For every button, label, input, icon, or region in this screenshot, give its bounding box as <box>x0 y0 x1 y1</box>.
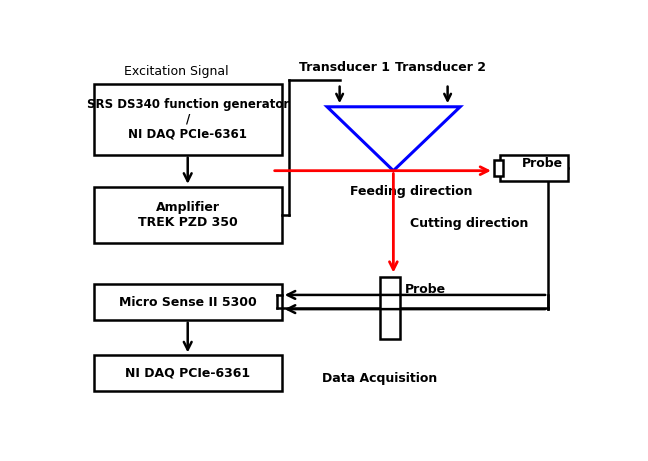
Polygon shape <box>327 107 460 171</box>
Bar <box>380 277 400 339</box>
Text: Excitation Signal: Excitation Signal <box>124 65 229 78</box>
Text: Micro Sense II 5300: Micro Sense II 5300 <box>119 296 257 308</box>
Text: SRS DS340 function generator
/
NI DAQ PCIe-6361: SRS DS340 function generator / NI DAQ PC… <box>87 98 289 141</box>
Bar <box>494 160 503 176</box>
Text: Cutting direction: Cutting direction <box>410 217 528 230</box>
Bar <box>93 84 282 155</box>
Bar <box>500 155 568 181</box>
Bar <box>93 187 282 243</box>
Bar <box>93 355 282 391</box>
Text: Data Acquisition: Data Acquisition <box>322 372 437 385</box>
Text: Probe: Probe <box>405 283 446 296</box>
Text: Probe: Probe <box>522 157 563 170</box>
Text: Amplifier
TREK PZD 350: Amplifier TREK PZD 350 <box>138 201 238 229</box>
Text: Transducer 1: Transducer 1 <box>299 61 390 74</box>
Text: Transducer 2: Transducer 2 <box>395 61 485 74</box>
Text: NI DAQ PCIe-6361: NI DAQ PCIe-6361 <box>125 366 250 379</box>
Text: Feeding direction: Feeding direction <box>350 185 472 198</box>
Bar <box>93 284 282 320</box>
